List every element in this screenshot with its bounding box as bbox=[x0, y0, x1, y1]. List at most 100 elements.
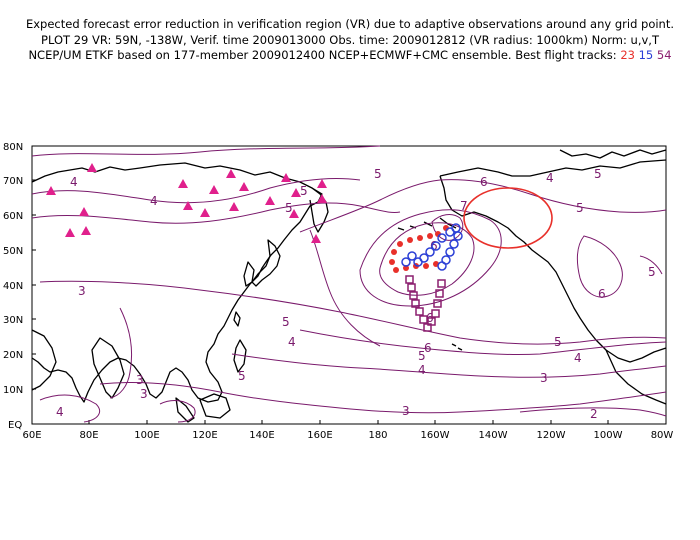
lon-label: 80W bbox=[651, 430, 674, 441]
longitude-labels: 60E 80E 100E 120E 140E 160E 180 160W 140… bbox=[22, 430, 673, 441]
map-frame bbox=[31, 145, 667, 425]
flight-track-15 bbox=[401, 223, 463, 271]
site-triangle bbox=[226, 169, 236, 178]
contour-line bbox=[231, 353, 667, 378]
track-23-point bbox=[423, 263, 429, 269]
site-triangle bbox=[79, 207, 89, 216]
lat-label: EQ bbox=[8, 420, 22, 431]
contour-label: 5 bbox=[238, 369, 246, 383]
track-15-label: 15 bbox=[638, 48, 654, 62]
lat-label: 80N bbox=[3, 142, 23, 153]
track-54-point bbox=[435, 289, 444, 298]
coastline-arctic-islands bbox=[559, 149, 667, 159]
lon-label: 160E bbox=[307, 430, 332, 441]
lon-label: 120W bbox=[537, 430, 566, 441]
track-23-point bbox=[397, 241, 403, 247]
site-triangle bbox=[229, 202, 239, 211]
contour-label: 4 bbox=[56, 405, 64, 419]
track-15-point bbox=[431, 241, 441, 251]
title-line-1: Expected forecast error reduction in ver… bbox=[25, 17, 675, 31]
contour-label: 5 bbox=[594, 167, 602, 181]
site-triangle bbox=[317, 179, 327, 188]
coastline-sumatra bbox=[175, 397, 195, 423]
contour-line bbox=[299, 329, 667, 356]
observation-sites bbox=[46, 163, 327, 243]
contour-line bbox=[519, 407, 667, 417]
contour-label: 2 bbox=[590, 407, 598, 421]
contour-line bbox=[159, 400, 196, 423]
site-triangle bbox=[81, 226, 91, 235]
site-triangle bbox=[311, 234, 321, 243]
contour-label: 6 bbox=[424, 341, 432, 355]
contour-label: 5 bbox=[418, 349, 426, 363]
track-23-point bbox=[393, 267, 399, 273]
track-54-point bbox=[433, 299, 442, 308]
track-15-point bbox=[401, 257, 411, 267]
site-triangle bbox=[178, 179, 188, 188]
contour-line bbox=[576, 235, 623, 298]
contour-label: 3 bbox=[540, 371, 548, 385]
latitude-labels: 80N 70N 60N 50N 40N 30N 20N 10N EQ bbox=[3, 142, 23, 431]
coastline-korea bbox=[243, 261, 255, 287]
contour-label: 4 bbox=[546, 171, 554, 185]
flight-track-54 bbox=[405, 275, 446, 332]
contour-line bbox=[309, 229, 381, 347]
title-line-2: PLOT 29 VR: 59N, -138W, Verif. time 2009… bbox=[41, 33, 659, 47]
track-54-point bbox=[407, 283, 416, 292]
contour-line bbox=[109, 307, 133, 399]
contour-label: 5 bbox=[576, 201, 584, 215]
track-54-point bbox=[405, 275, 414, 284]
title-line-3-text: NCEP/UM ETKF based on 177-member 2009012… bbox=[28, 48, 621, 62]
site-triangle bbox=[289, 209, 299, 218]
contour-label: 4 bbox=[574, 351, 582, 365]
track-23-point bbox=[407, 237, 413, 243]
contour-line bbox=[39, 394, 100, 423]
track-54-point bbox=[419, 315, 428, 324]
track-54-point bbox=[409, 291, 418, 300]
lon-label: 160W bbox=[421, 430, 450, 441]
contour-label: 6 bbox=[480, 175, 488, 189]
contour-label: 3 bbox=[140, 387, 148, 401]
track-15-point bbox=[445, 247, 455, 257]
contour-line bbox=[639, 255, 663, 275]
contour-line bbox=[31, 145, 381, 157]
contour-label: 4 bbox=[70, 175, 78, 189]
track-15-point bbox=[425, 247, 435, 257]
coastline-arabia bbox=[31, 329, 57, 391]
lat-label: 10N bbox=[3, 385, 23, 396]
site-triangle bbox=[65, 228, 75, 237]
contour-line bbox=[379, 222, 475, 296]
track-54-label: 54 bbox=[656, 48, 672, 62]
contour-label: 5 bbox=[374, 167, 382, 181]
contour-line bbox=[359, 209, 502, 307]
coastline-asia bbox=[31, 162, 323, 403]
lon-label: 120E bbox=[192, 430, 217, 441]
verification-region-circle bbox=[463, 187, 553, 249]
contour-line bbox=[39, 280, 667, 345]
contours bbox=[31, 145, 667, 423]
lat-label: 40N bbox=[3, 281, 23, 292]
contour-label: 5 bbox=[282, 315, 290, 329]
coastline-borneo bbox=[199, 393, 231, 419]
lon-label: 60E bbox=[22, 430, 41, 441]
site-triangle bbox=[183, 201, 193, 210]
contour-label: 7 bbox=[460, 199, 468, 213]
site-triangle bbox=[239, 182, 249, 191]
track-23-label: 23 bbox=[620, 48, 635, 62]
coastline-central-america bbox=[605, 349, 667, 405]
contour-label: 6 bbox=[598, 287, 606, 301]
contour-line bbox=[299, 179, 667, 233]
lon-label: 140W bbox=[479, 430, 508, 441]
track-54-point bbox=[415, 307, 424, 316]
coastline-hawaii bbox=[451, 343, 463, 351]
track-54-point bbox=[431, 309, 440, 318]
contour-line bbox=[31, 177, 361, 204]
contour-label: 4 bbox=[288, 335, 296, 349]
contour-label: 4 bbox=[418, 363, 426, 377]
site-triangle bbox=[265, 196, 275, 205]
lon-label: 140E bbox=[249, 430, 274, 441]
contour-label: 5 bbox=[300, 184, 308, 198]
coastline-japan bbox=[251, 239, 281, 287]
track-23-point bbox=[427, 233, 433, 239]
coastline-north-america bbox=[439, 159, 667, 363]
